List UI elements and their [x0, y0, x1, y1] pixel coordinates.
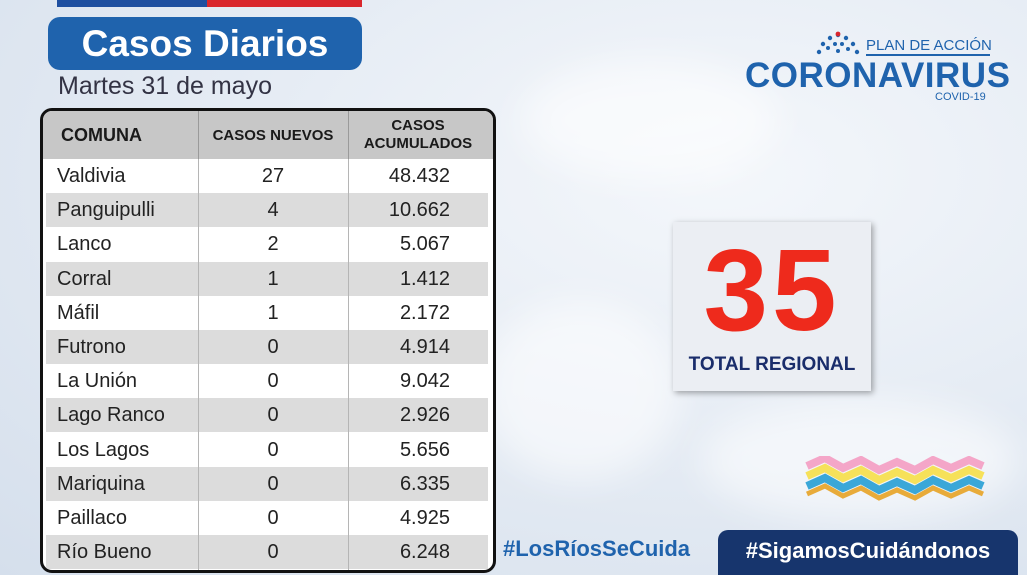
cell-casos-nuevos: 0	[267, 541, 279, 564]
logo-coronavirus: CORONAVIRUS	[745, 56, 1011, 95]
cell-casos-acumulados: 4.925	[399, 507, 450, 529]
cell-comuna: Río Bueno	[57, 541, 152, 564]
table-row: Lago Ranco 0 2.926	[46, 398, 488, 433]
cell-casos-nuevos: 0	[267, 370, 279, 393]
table-row: Panguipulli 4 10.662	[46, 193, 488, 228]
table-row: La Unión 0 9.042	[46, 364, 488, 399]
virus-logo-icon	[816, 31, 860, 55]
total-regional-label: TOTAL REGIONAL	[688, 354, 856, 375]
cell-casos-acumulados: 6.248	[399, 541, 450, 564]
cell-casos-acumulados: 2.172	[399, 301, 450, 324]
cell-casos-nuevos: 0	[267, 404, 279, 427]
cell-casos-acumulados: 5.656	[399, 438, 450, 461]
cell-comuna: Máfil	[57, 301, 100, 324]
cell-comuna: Paillaco	[57, 507, 128, 529]
table-row: Paillaco 0 4.925	[46, 501, 488, 535]
cell-comuna: Lago Ranco	[57, 404, 165, 427]
cell-casos-nuevos: 1	[267, 301, 279, 324]
cell-comuna: Lanco	[57, 233, 112, 256]
hashtag-los-rios: #LosRíosSeCuida	[503, 536, 691, 561]
table-row: Futrono 0 4.914	[46, 330, 488, 364]
cell-casos-nuevos: 0	[267, 472, 279, 495]
table-row: Corral 1 1.412	[46, 261, 488, 296]
cell-casos-acumulados: 9.042	[399, 370, 450, 393]
table-row: Máfil 1 2.172	[46, 295, 488, 330]
cell-casos-acumulados: 48.432	[388, 165, 450, 187]
cell-casos-nuevos: 0	[267, 507, 279, 529]
wave-decoration-icon	[805, 456, 985, 501]
cell-comuna: Los Lagos	[57, 438, 150, 461]
logo-covid-label: COVID-19	[935, 91, 986, 103]
total-regional-card: 35 TOTAL REGIONAL	[673, 222, 871, 391]
cell-casos-nuevos: 4	[267, 199, 279, 222]
logo-plan-label: PLAN DE ACCIÓN	[866, 37, 992, 54]
cell-casos-acumulados: 1.412	[399, 267, 450, 290]
page-date: Martes 31 de mayo	[58, 72, 272, 100]
column-header-comuna: COMUNA	[61, 124, 142, 145]
total-regional-value: 35	[703, 225, 841, 355]
cell-comuna: Corral	[57, 267, 112, 290]
cell-casos-nuevos: 2	[267, 233, 279, 256]
top-accent-bar	[57, 0, 362, 7]
logo-divider	[866, 54, 990, 56]
cell-casos-acumulados: 5.067	[399, 233, 450, 256]
cell-casos-nuevos: 0	[267, 336, 279, 358]
table-header: COMUNA CASOS NUEVOS CASOS ACUMULADOS	[43, 111, 493, 159]
cell-casos-nuevos: 0	[267, 438, 279, 461]
cell-comuna: Valdivia	[57, 165, 126, 187]
cell-comuna: Panguipulli	[57, 199, 155, 222]
cell-casos-nuevos: 1	[267, 267, 279, 290]
table-row: Los Lagos 0 5.656	[46, 432, 488, 467]
cell-casos-acumulados: 4.914	[399, 336, 450, 358]
table-row: Valdivia 27 48.432	[46, 159, 488, 193]
column-header-casos-nuevos: CASOS NUEVOS	[212, 126, 334, 144]
cell-comuna: La Unión	[57, 370, 138, 393]
table-row: Mariquina 0 6.335	[46, 466, 488, 501]
cell-comuna: Mariquina	[57, 472, 145, 495]
cell-casos-acumulados: 10.662	[388, 199, 450, 222]
cases-table: COMUNA CASOS NUEVOS CASOS ACUMULADOS Val…	[40, 108, 496, 573]
column-header-casos-acumulados: CASOS ACUMULADOS	[363, 117, 473, 152]
table-row: Río Bueno 0 6.248	[46, 535, 488, 570]
hashtag-sigamos: #SigamosCuidándonos	[718, 530, 1018, 575]
cell-comuna: Futrono	[57, 336, 126, 358]
cell-casos-acumulados: 2.926	[399, 404, 450, 427]
page-title: Casos Diarios	[48, 17, 362, 70]
table-row: Lanco 2 5.067	[46, 227, 488, 262]
cell-casos-nuevos: 27	[261, 165, 285, 187]
cell-casos-acumulados: 6.335	[399, 472, 450, 495]
